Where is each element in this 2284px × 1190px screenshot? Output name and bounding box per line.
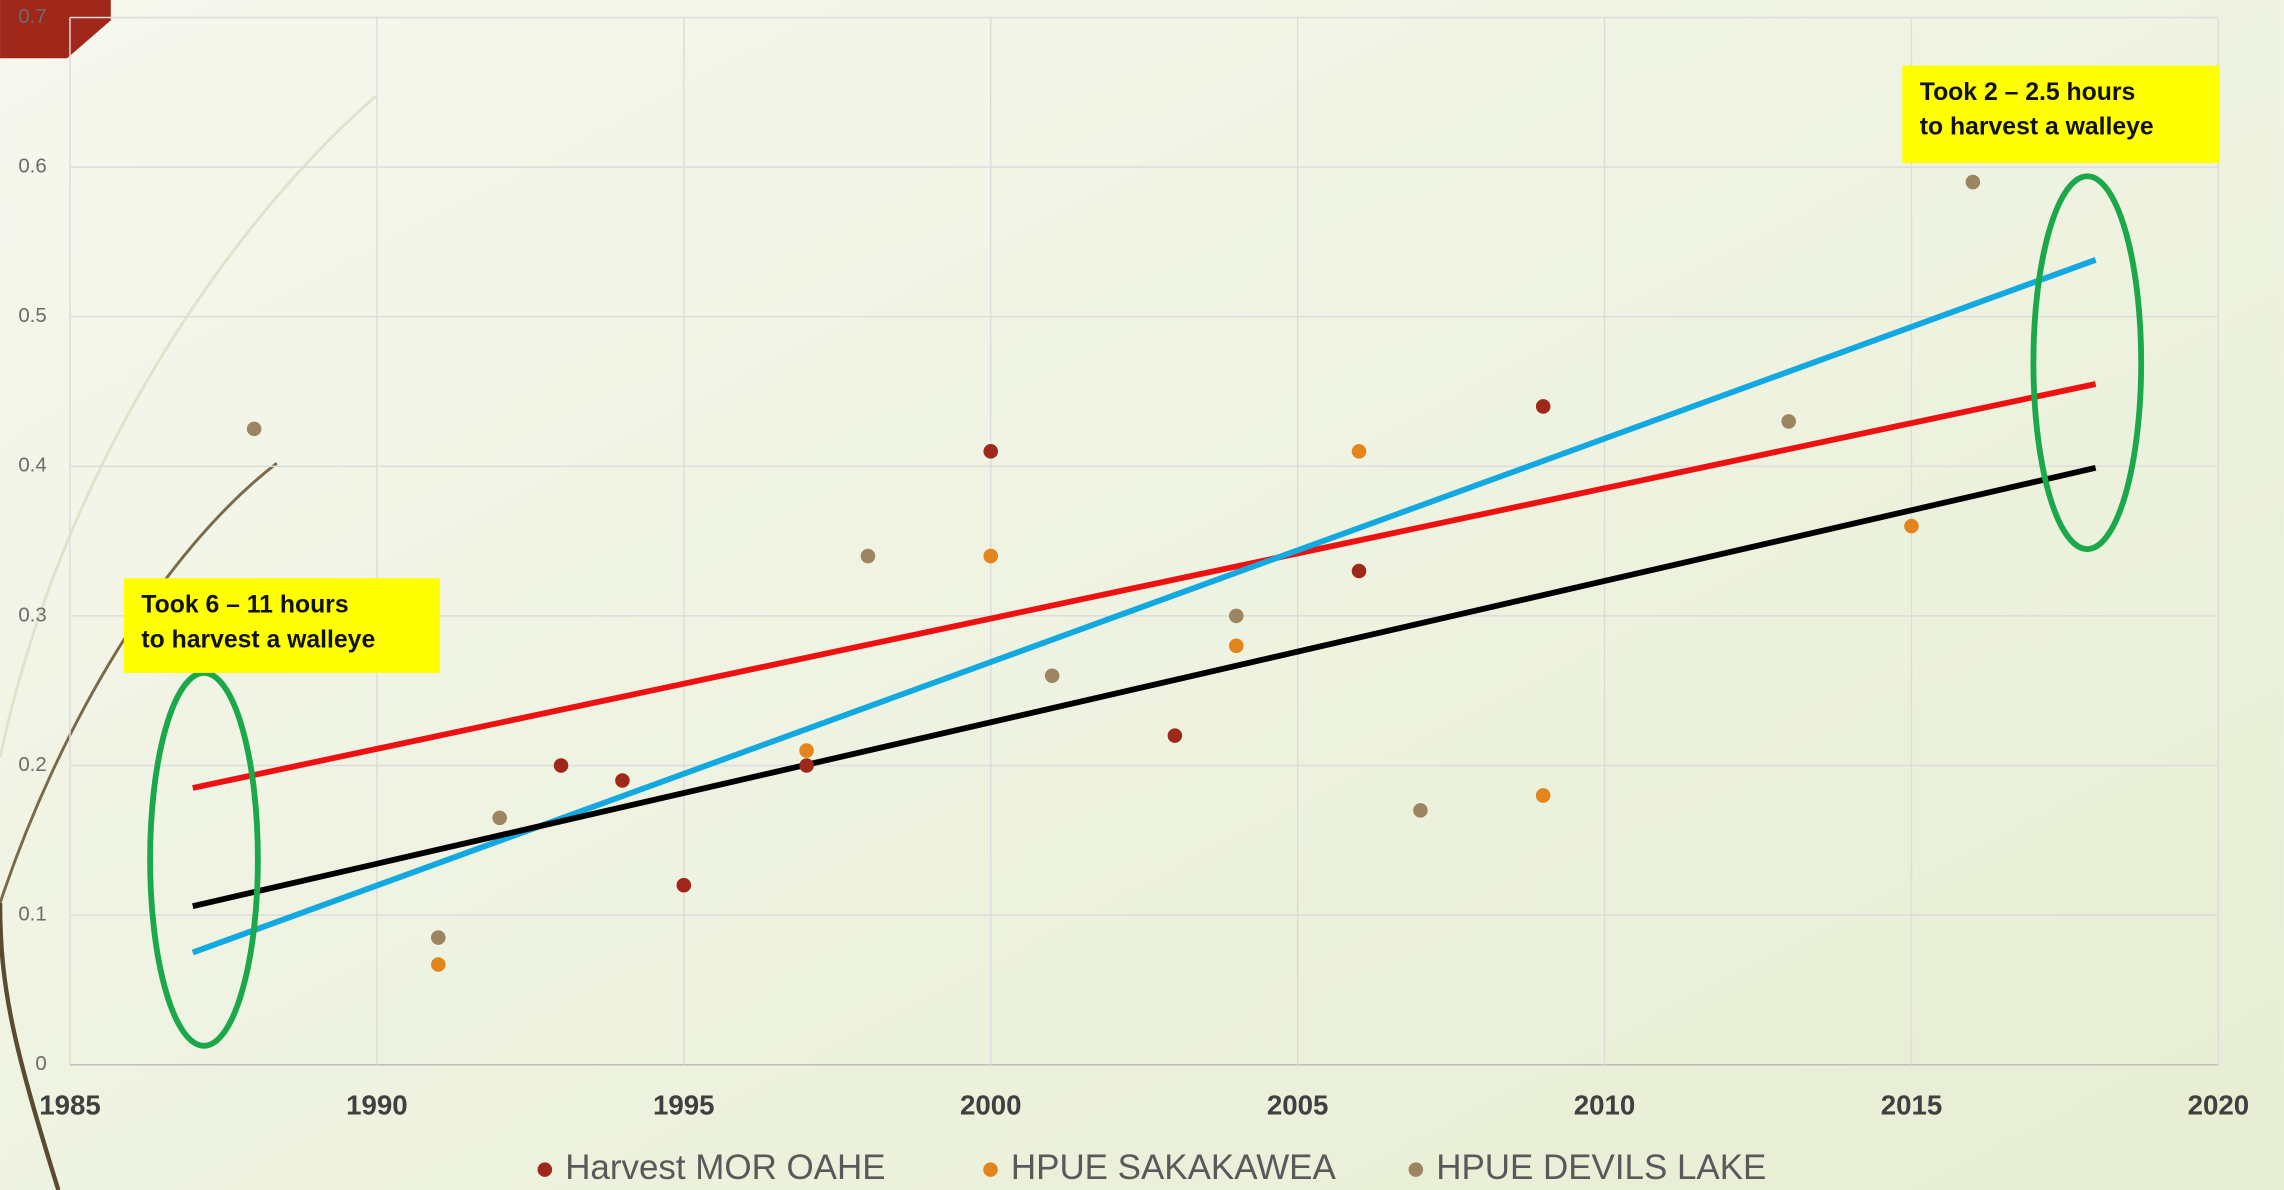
- data-point: [983, 549, 998, 564]
- data-point: [1966, 175, 1981, 190]
- x-tick-label: 2010: [1574, 1089, 1636, 1120]
- y-tick-label: 0.4: [18, 455, 46, 477]
- legend: Harvest MOR OAHE HPUE SAKAKAWEA HPUE DEVIL…: [538, 1148, 1767, 1187]
- data-point: [1168, 728, 1183, 743]
- x-tick-label: 1985: [39, 1089, 101, 1120]
- legend-marker: [983, 1162, 998, 1177]
- x-tick-label: 2015: [1881, 1089, 1943, 1120]
- data-point: [1352, 564, 1367, 579]
- x-tick-label: 2005: [1267, 1089, 1329, 1120]
- data-point: [799, 758, 814, 773]
- data-point: [983, 444, 998, 459]
- legend-label: Harvest MOR OAHE: [565, 1148, 885, 1187]
- data-point: [861, 549, 876, 564]
- y-tick-label: 0.5: [18, 305, 46, 327]
- data-point: [677, 878, 692, 893]
- legend-marker: [538, 1162, 553, 1177]
- data-point: [1229, 639, 1244, 654]
- data-point: [615, 773, 630, 788]
- y-tick-label: 0: [35, 1053, 46, 1075]
- data-point: [799, 743, 814, 758]
- x-tick-label: 2000: [960, 1089, 1022, 1120]
- data-point: [1229, 609, 1244, 624]
- legend-label: HPUE DEVILS LAKE: [1436, 1148, 1766, 1187]
- data-point: [1045, 668, 1060, 683]
- x-tick-label: 2020: [2188, 1089, 2250, 1120]
- data-point: [431, 930, 446, 945]
- data-point: [492, 811, 507, 826]
- data-point: [1904, 519, 1919, 534]
- data-point: [431, 957, 446, 972]
- annotation-text: to harvest a walleye: [1920, 114, 2154, 141]
- data-point: [1352, 444, 1367, 459]
- x-tick-label: 1995: [653, 1089, 715, 1120]
- annotation-text: Took 2 – 2.5 hours: [1920, 79, 2135, 106]
- y-tick-label: 0.7: [18, 6, 46, 28]
- data-point: [554, 758, 569, 773]
- legend-marker: [1409, 1162, 1424, 1177]
- annotation-text: to harvest a walleye: [141, 626, 375, 653]
- data-point: [1781, 414, 1796, 429]
- x-tick-label: 1990: [346, 1089, 408, 1120]
- data-point: [1413, 803, 1428, 818]
- data-point: [247, 422, 262, 437]
- legend-label: HPUE SAKAKAWEA: [1011, 1148, 1337, 1187]
- y-tick-label: 0.6: [18, 155, 46, 177]
- annotation-text: Took 6 – 11 hours: [141, 591, 348, 618]
- y-tick-label: 0.3: [18, 604, 46, 626]
- y-tick-label: 0.1: [18, 904, 46, 926]
- data-point: [1536, 399, 1551, 414]
- chart: 0 0.1 0.2 0.3 0.4 0.5 0.6 0.7 1985 1990 1995 2000 20…: [0, 0, 2284, 1190]
- y-tick-label: 0.2: [18, 754, 46, 776]
- data-point: [1536, 788, 1551, 803]
